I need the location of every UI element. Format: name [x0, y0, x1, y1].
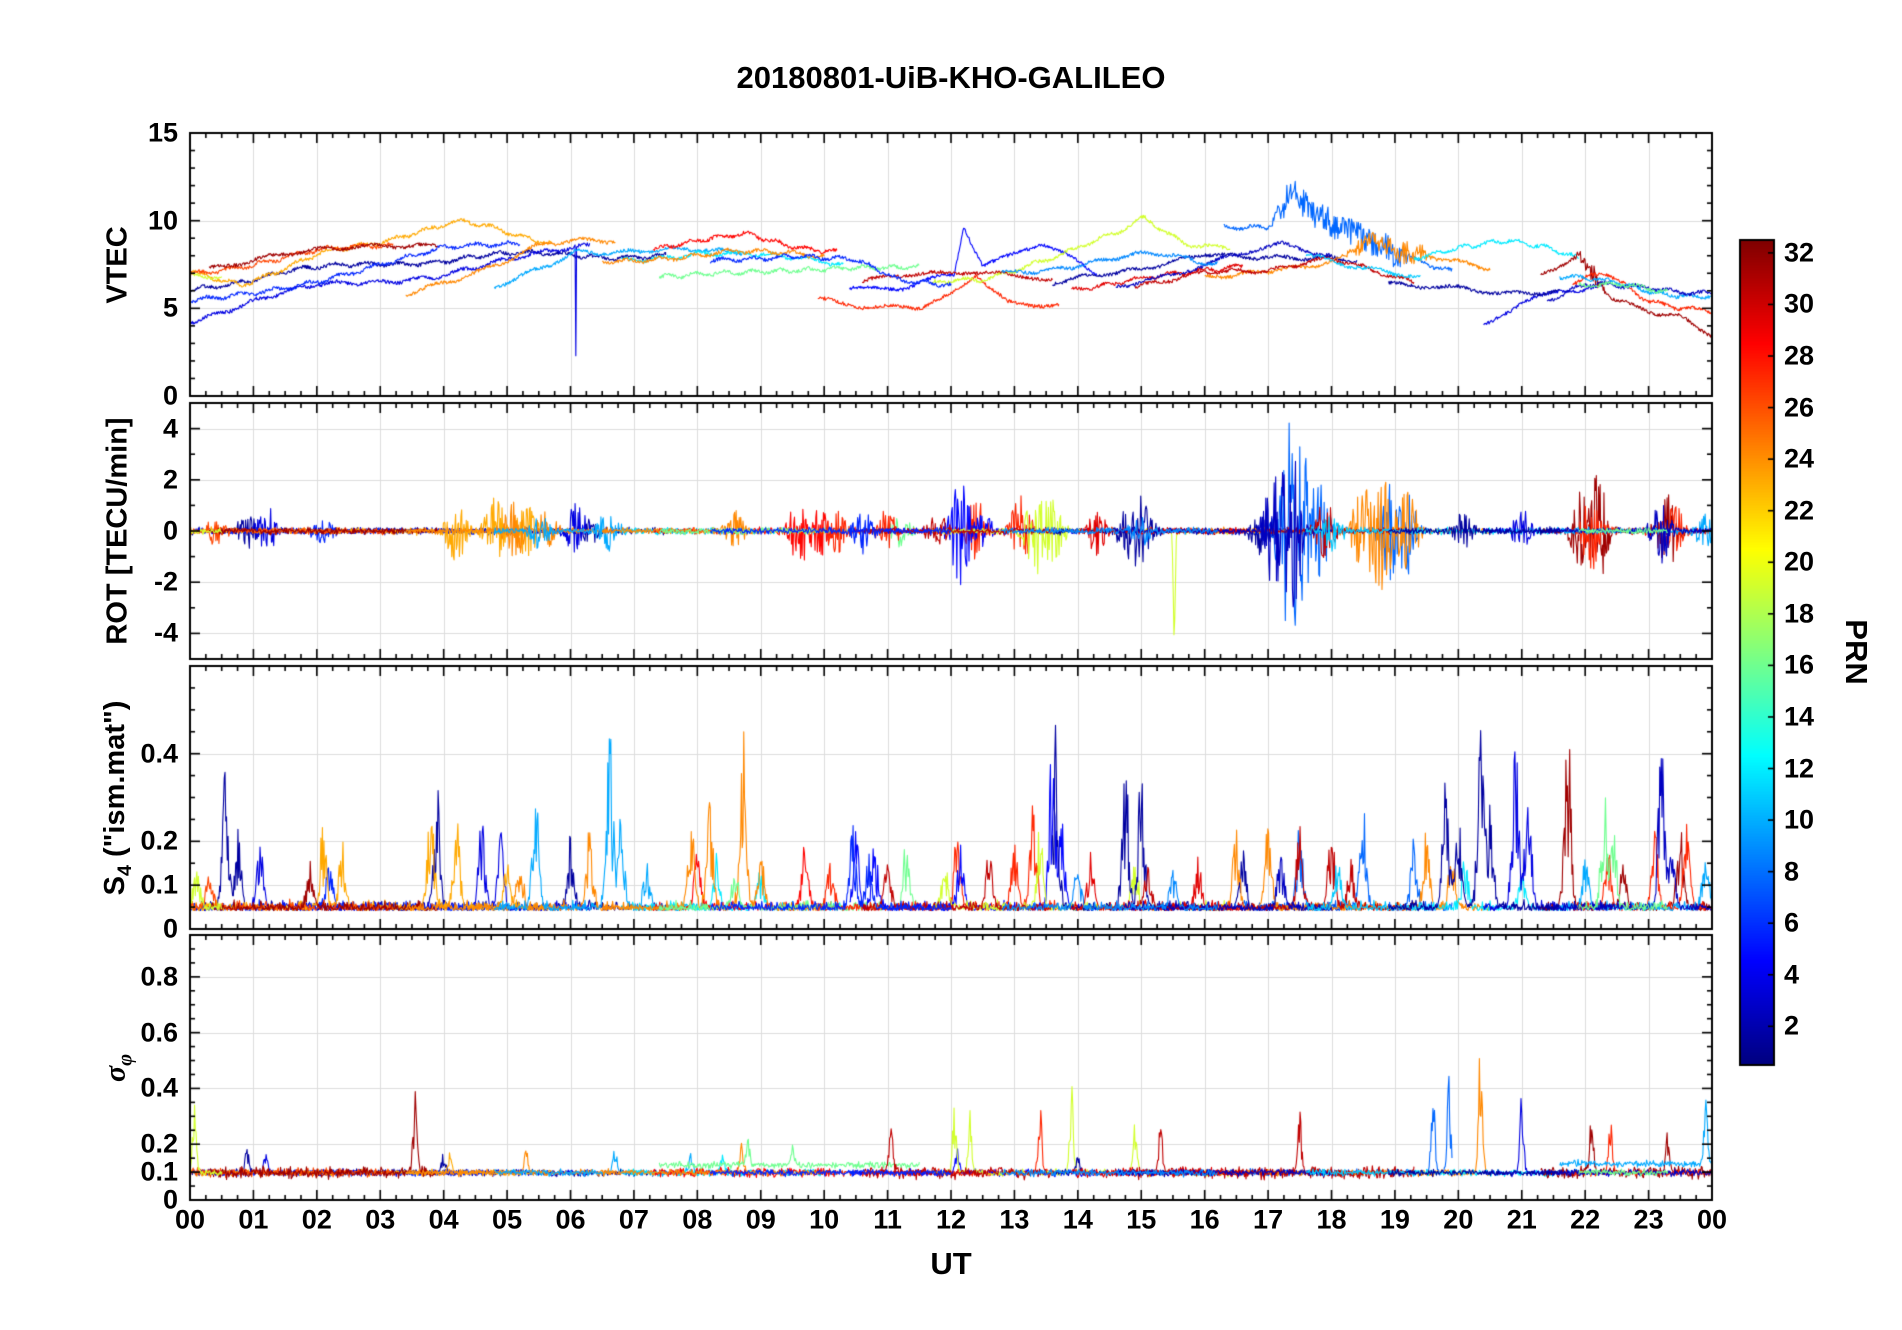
y-tick-label-sigma: 0 — [162, 1184, 178, 1215]
y-tick-label-sigma: 0.2 — [140, 1128, 178, 1159]
x-tick-label: 00 — [174, 1204, 206, 1235]
x-tick-label: 01 — [238, 1204, 269, 1235]
x-tick-label: 06 — [555, 1204, 586, 1235]
y-tick-label-rot: 2 — [162, 464, 178, 495]
colorbar-tick-label: 28 — [1784, 340, 1815, 371]
x-tick-label: 11 — [873, 1204, 902, 1235]
colorbar-tick-label: 20 — [1784, 546, 1815, 577]
y-tick-label-sigma: 0.4 — [140, 1072, 178, 1103]
y-tick-label-vtec: 0 — [162, 380, 178, 411]
x-tick-label: 16 — [1189, 1204, 1220, 1235]
colorbar-tick-label: 24 — [1784, 443, 1815, 474]
x-tick-label: 00 — [1696, 1204, 1728, 1235]
y-axis-label-s4: S4 ("ism.mat") — [99, 700, 136, 895]
x-tick-label: 03 — [365, 1204, 396, 1235]
x-axis-label: UT — [930, 1246, 972, 1281]
colorbar-tick-label: 26 — [1784, 392, 1815, 423]
chart-title: 20180801-UiB-KHO-GALILEO — [736, 60, 1166, 95]
colorbar-tick-label: 16 — [1784, 649, 1815, 680]
colorbar-tick-label: 2 — [1784, 1010, 1800, 1041]
colorbar-label: PRN — [1839, 619, 1874, 685]
y-tick-label-s4: 0.4 — [140, 738, 178, 769]
y-tick-label-rot: 0 — [162, 515, 178, 546]
y-tick-label-sigma: 0.6 — [140, 1017, 178, 1048]
colorbar-tick-label: 30 — [1784, 288, 1815, 319]
x-tick-label: 22 — [1570, 1204, 1601, 1235]
x-tick-label: 04 — [428, 1204, 459, 1235]
y-tick-label-vtec: 5 — [162, 292, 178, 323]
x-tick-label: 02 — [301, 1204, 332, 1235]
y-tick-label-vtec: 10 — [147, 205, 178, 236]
x-tick-label: 14 — [1062, 1204, 1093, 1235]
y-tick-label-rot: -4 — [153, 617, 178, 648]
y-tick-label-s4: 0.2 — [140, 825, 178, 856]
y-axis-label-rot: ROT [TECU/min] — [101, 417, 134, 645]
colorbar-tick-label: 22 — [1784, 495, 1815, 526]
x-tick-label: 07 — [618, 1204, 649, 1235]
x-tick-label: 17 — [1253, 1204, 1284, 1235]
y-tick-label-sigma: 0.8 — [140, 961, 178, 992]
colorbar-tick-label: 6 — [1784, 907, 1800, 938]
y-tick-label-s4: 0 — [162, 913, 178, 944]
y-axis-label-vtec: VTEC — [101, 225, 134, 304]
y-tick-label-rot: -2 — [153, 566, 178, 597]
x-tick-label: 12 — [935, 1204, 967, 1235]
x-tick-label: 10 — [809, 1204, 840, 1235]
y-axis-label-sigma: σφ — [98, 1053, 137, 1082]
x-tick-label: 21 — [1506, 1204, 1537, 1235]
colorbar-tick-label: 32 — [1784, 237, 1815, 268]
x-tick-label: 05 — [492, 1204, 523, 1235]
y-tick-label-sigma: 0.1 — [140, 1156, 178, 1187]
colorbar-tick-label: 4 — [1784, 959, 1800, 990]
y-tick-label-s4: 0.1 — [140, 869, 178, 900]
x-tick-label: 23 — [1633, 1204, 1664, 1235]
x-tick-label: 08 — [682, 1204, 713, 1235]
x-tick-label: 13 — [999, 1204, 1030, 1235]
x-tick-label: 18 — [1316, 1204, 1347, 1235]
y-tick-label-rot: 4 — [162, 413, 178, 444]
x-tick-label: 19 — [1379, 1204, 1410, 1235]
colorbar-tick-label: 18 — [1784, 598, 1815, 629]
x-tick-label: 20 — [1443, 1204, 1474, 1235]
colorbar-tick-label: 12 — [1784, 753, 1815, 784]
y-tick-label-vtec: 15 — [147, 117, 178, 148]
x-tick-label: 15 — [1126, 1204, 1157, 1235]
colorbar-tick-label: 10 — [1784, 804, 1815, 835]
colorbar-tick-label: 14 — [1784, 701, 1815, 732]
colorbar-tick-label: 8 — [1784, 856, 1800, 887]
x-tick-label: 09 — [745, 1204, 776, 1235]
